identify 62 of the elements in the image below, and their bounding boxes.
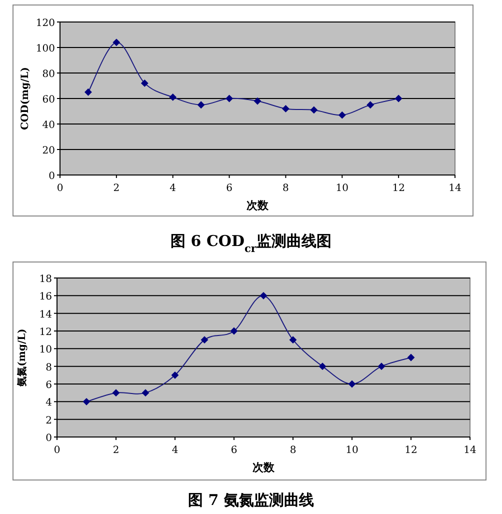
- x-tick-label: 14: [464, 445, 476, 456]
- y-tick-label: 12: [39, 327, 52, 338]
- x-tick-label: 2: [112, 445, 120, 456]
- point: [310, 106, 318, 114]
- y-tick-label: 8: [46, 362, 52, 374]
- y-tick-label: 120: [36, 18, 55, 29]
- x-tick-label: 4: [170, 183, 176, 194]
- y-tick-label: 6: [46, 380, 52, 391]
- point: [254, 98, 261, 105]
- text: 图 6 COD$_{cr}$监测曲线图: [170, 232, 332, 255]
- point: [378, 362, 385, 370]
- point: [230, 328, 238, 334]
- point: [172, 372, 178, 379]
- point: [408, 354, 414, 361]
- y-tick-label: 0: [46, 433, 52, 444]
- x-tick-label: 12: [392, 183, 405, 194]
- point: [112, 38, 120, 46]
- point: [201, 336, 208, 344]
- x-tick-label: 2: [113, 183, 120, 194]
- x-tick-label: 14: [448, 183, 462, 194]
- point: [282, 105, 290, 112]
- point: [226, 95, 233, 102]
- point: [338, 112, 346, 119]
- text: 图 7 氨氮监测曲线: [188, 491, 314, 509]
- point: [169, 94, 176, 101]
- x-tick-label: 4: [172, 445, 178, 456]
- point: [112, 389, 120, 396]
- y-tick-label: 80: [42, 69, 55, 80]
- x-tick-label: 12: [404, 445, 418, 456]
- point: [290, 336, 296, 344]
- y-tick-label: 18: [39, 274, 52, 285]
- x-axis-title: 次数: [246, 199, 270, 212]
- point: [142, 389, 149, 396]
- x-tick-label: 8: [290, 445, 296, 456]
- point: [348, 380, 356, 388]
- point: [84, 88, 92, 96]
- x-tick-label: 10: [346, 445, 358, 456]
- y-tick-label: 20: [42, 146, 55, 156]
- point: [198, 101, 205, 108]
- y-tick-label: 0: [48, 171, 55, 182]
- point: [141, 80, 148, 87]
- y-tick-label: 4: [46, 398, 52, 409]
- point: [83, 398, 90, 406]
- point: [260, 292, 267, 300]
- point: [366, 101, 374, 108]
- x-tick-label: 0: [56, 183, 64, 194]
- y-tick-label: 14: [39, 309, 52, 320]
- y-tick-label: 100: [36, 44, 55, 54]
- y-axis-title: COD(mg/L): [20, 66, 31, 130]
- y-tick-label: 60: [42, 94, 55, 106]
- x-axis-title: 次数: [252, 461, 276, 474]
- y-axis-title: 氨氮(mg/L): [16, 328, 28, 388]
- x-tick-label: 6: [226, 183, 232, 194]
- x-tick-label: 10: [336, 183, 349, 194]
- x-tick-label: 6: [230, 445, 238, 456]
- y-tick-label: 2: [46, 415, 52, 426]
- point: [319, 362, 326, 370]
- point: [395, 95, 402, 102]
- y-tick-label: 10: [39, 344, 52, 356]
- y-tick-label: 16: [39, 292, 52, 303]
- y-tick-label: 40: [42, 120, 55, 131]
- x-tick-label: 8: [282, 183, 289, 194]
